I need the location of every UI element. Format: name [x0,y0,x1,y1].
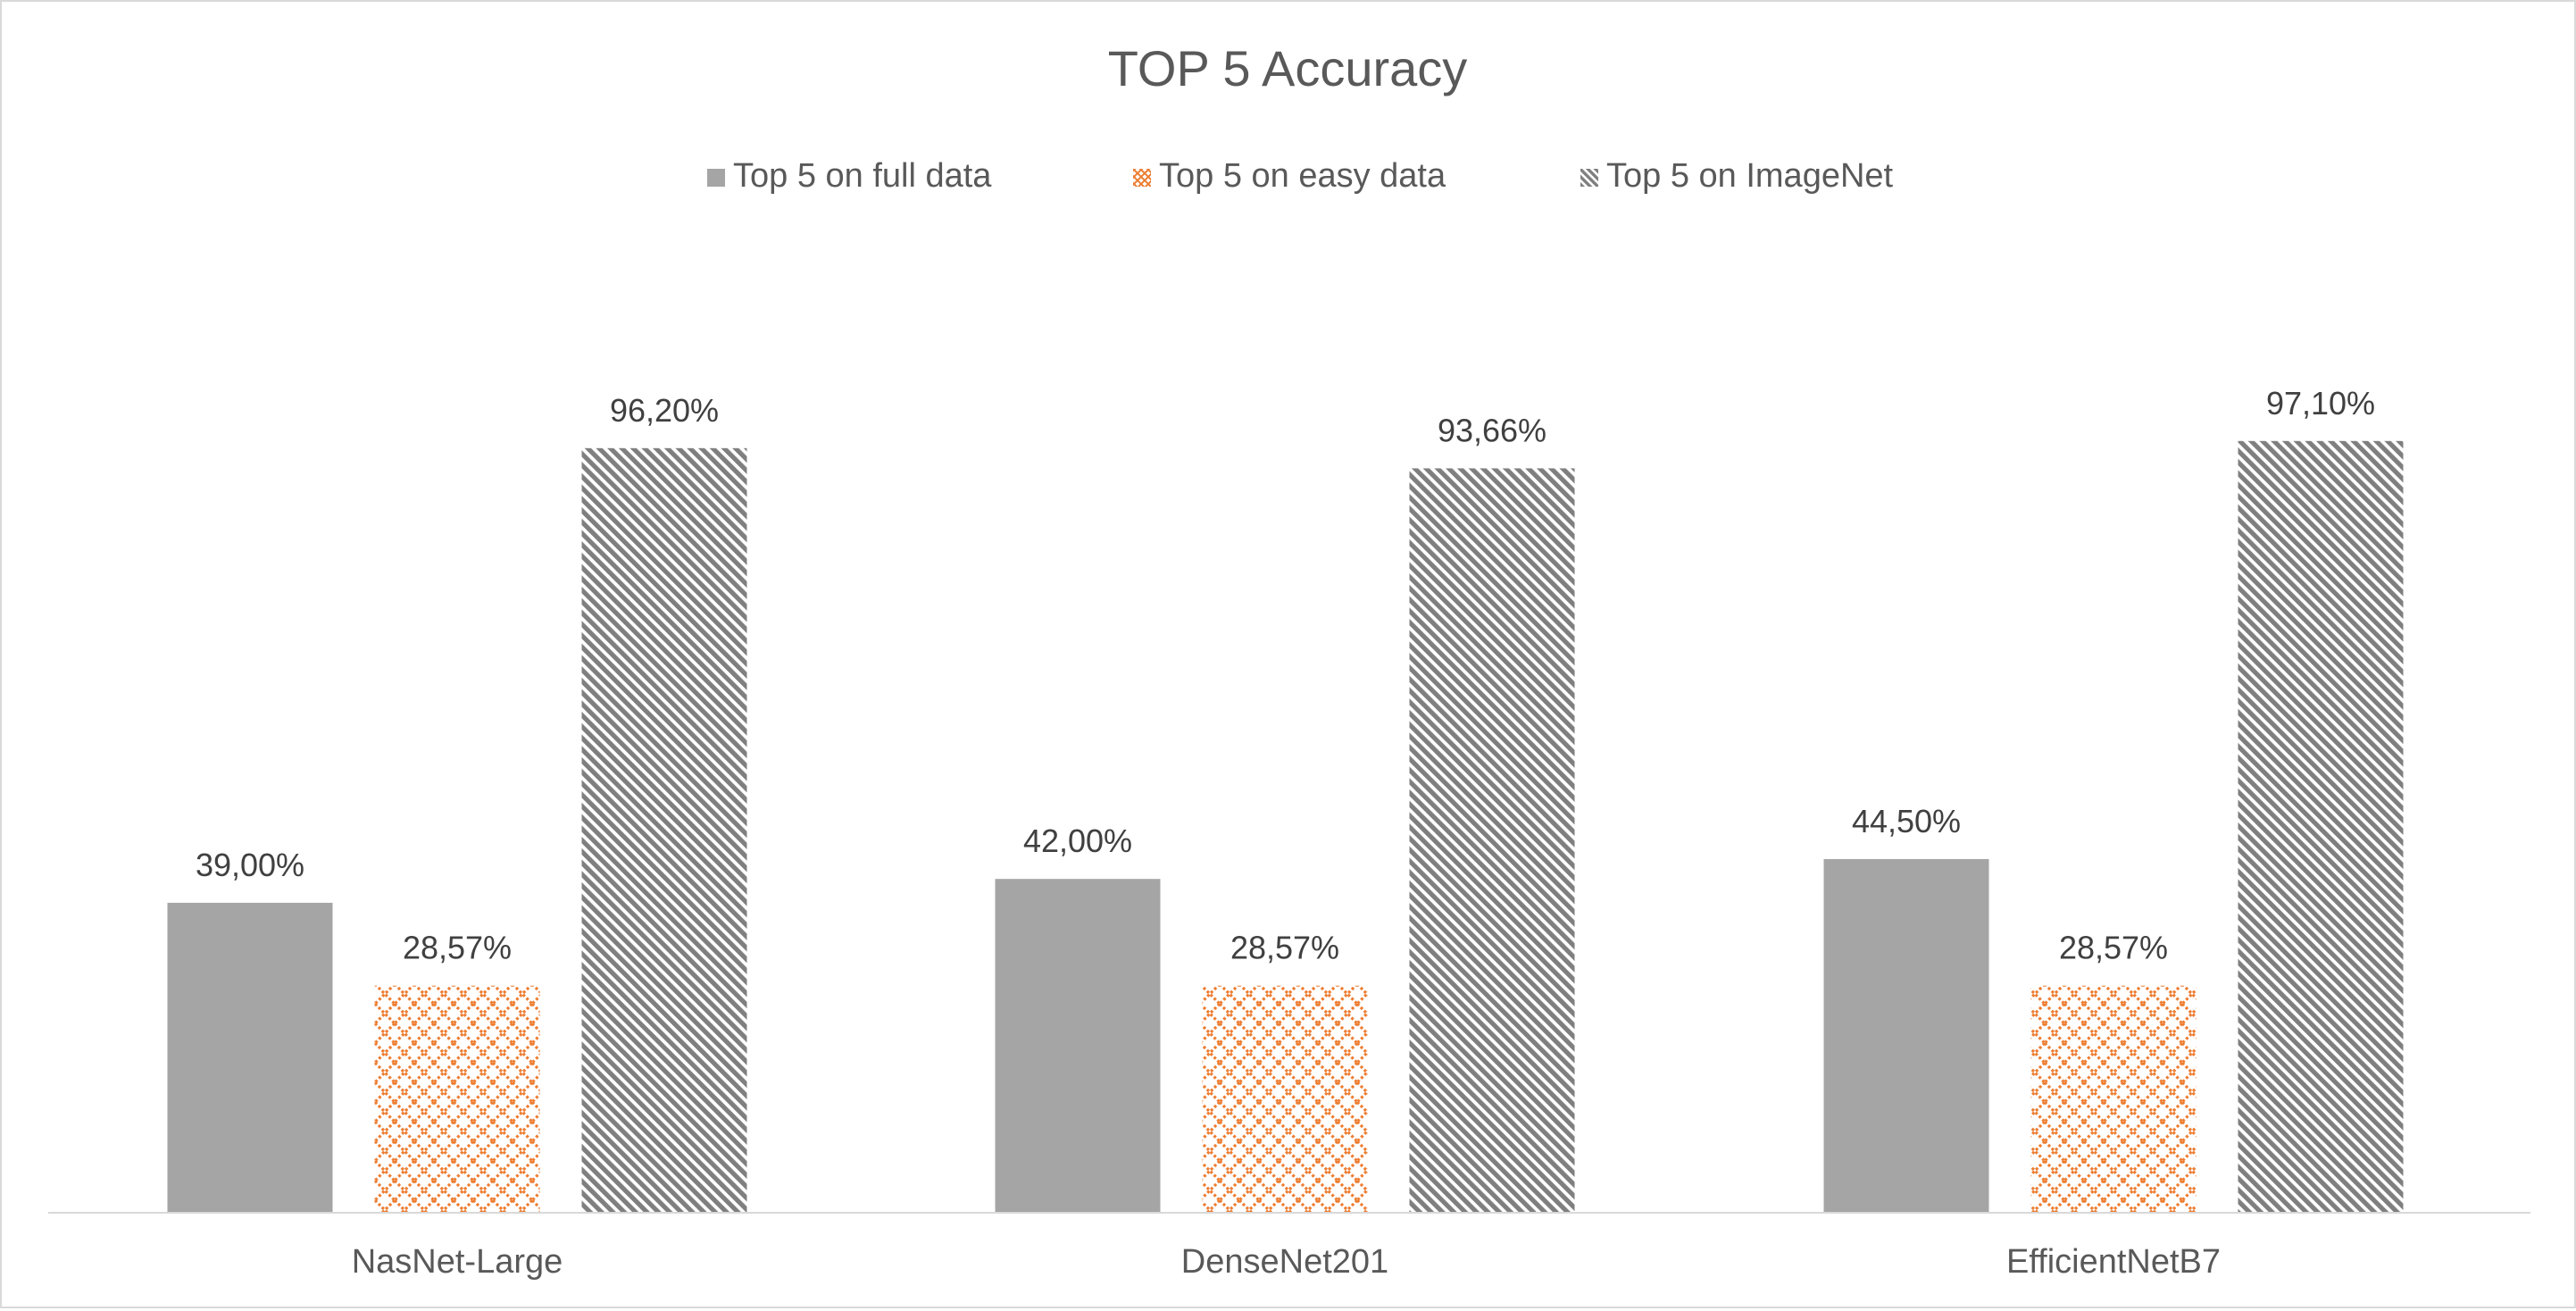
data-label-top-5-on-full-data-efficientnetb7: 44,50% [1852,803,1961,839]
legend-swatch-top-5-on-easy-data [1133,169,1151,187]
data-label-top-5-on-full-data-nasnet-large: 39,00% [196,847,304,883]
bar-top-5-on-imagenet-nasnet-large [581,447,747,1213]
data-label-top-5-on-imagenet-nasnet-large: 96,20% [610,392,719,429]
legend-label-top-5-on-easy-data: Top 5 on easy data [1159,157,1446,195]
category-labels-group: NasNet-Large DenseNet201 EfficientNetB7 [352,1243,2221,1281]
legend: Top 5 on full data Top 5 on easy data Top … [707,157,1894,195]
bar-top-5-on-easy-data-nasnet-large [374,985,540,1213]
data-label-top-5-on-imagenet-efficientnetb7: 97,10% [2266,385,2375,422]
legend-label-top-5-on-imagenet: Top 5 on ImageNet [1606,157,1894,195]
bars-group [167,440,2404,1213]
chart-title: TOP 5 Accuracy [1108,40,1468,96]
data-label-top-5-on-full-data-densenet201: 42,00% [1023,823,1132,859]
bar-top-5-on-full-data-efficientnetb7 [1823,858,1989,1213]
bar-top-5-on-full-data-densenet201 [995,879,1161,1213]
category-label-nasnet-large: NasNet-Large [352,1243,563,1281]
data-label-top-5-on-easy-data-nasnet-large: 28,57% [403,930,512,966]
legend-swatch-top-5-on-full-data [707,169,725,187]
bar-top-5-on-easy-data-densenet201 [1202,985,1368,1213]
data-label-top-5-on-easy-data-densenet201: 28,57% [1230,930,1339,966]
legend-label-top-5-on-full-data: Top 5 on full data [733,157,992,195]
category-label-efficientnetb7: EfficientNetB7 [2006,1243,2221,1281]
bar-top-5-on-easy-data-efficientnetb7 [2030,985,2197,1213]
category-label-densenet201: DenseNet201 [1181,1243,1388,1281]
data-label-top-5-on-imagenet-densenet201: 93,66% [1438,412,1546,448]
data-label-top-5-on-easy-data-efficientnetb7: 28,57% [2059,930,2168,966]
legend-swatch-top-5-on-imagenet [1580,169,1598,187]
data-labels-group: 39,00% 28,57% 96,20% 42,00% 28,57% 93,66% 44,5… [196,385,2375,966]
bar-top-5-on-imagenet-efficientnetb7 [2238,440,2404,1213]
bar-top-5-on-full-data-nasnet-large [167,902,333,1213]
bar-top-5-on-imagenet-densenet201 [1409,468,1575,1213]
